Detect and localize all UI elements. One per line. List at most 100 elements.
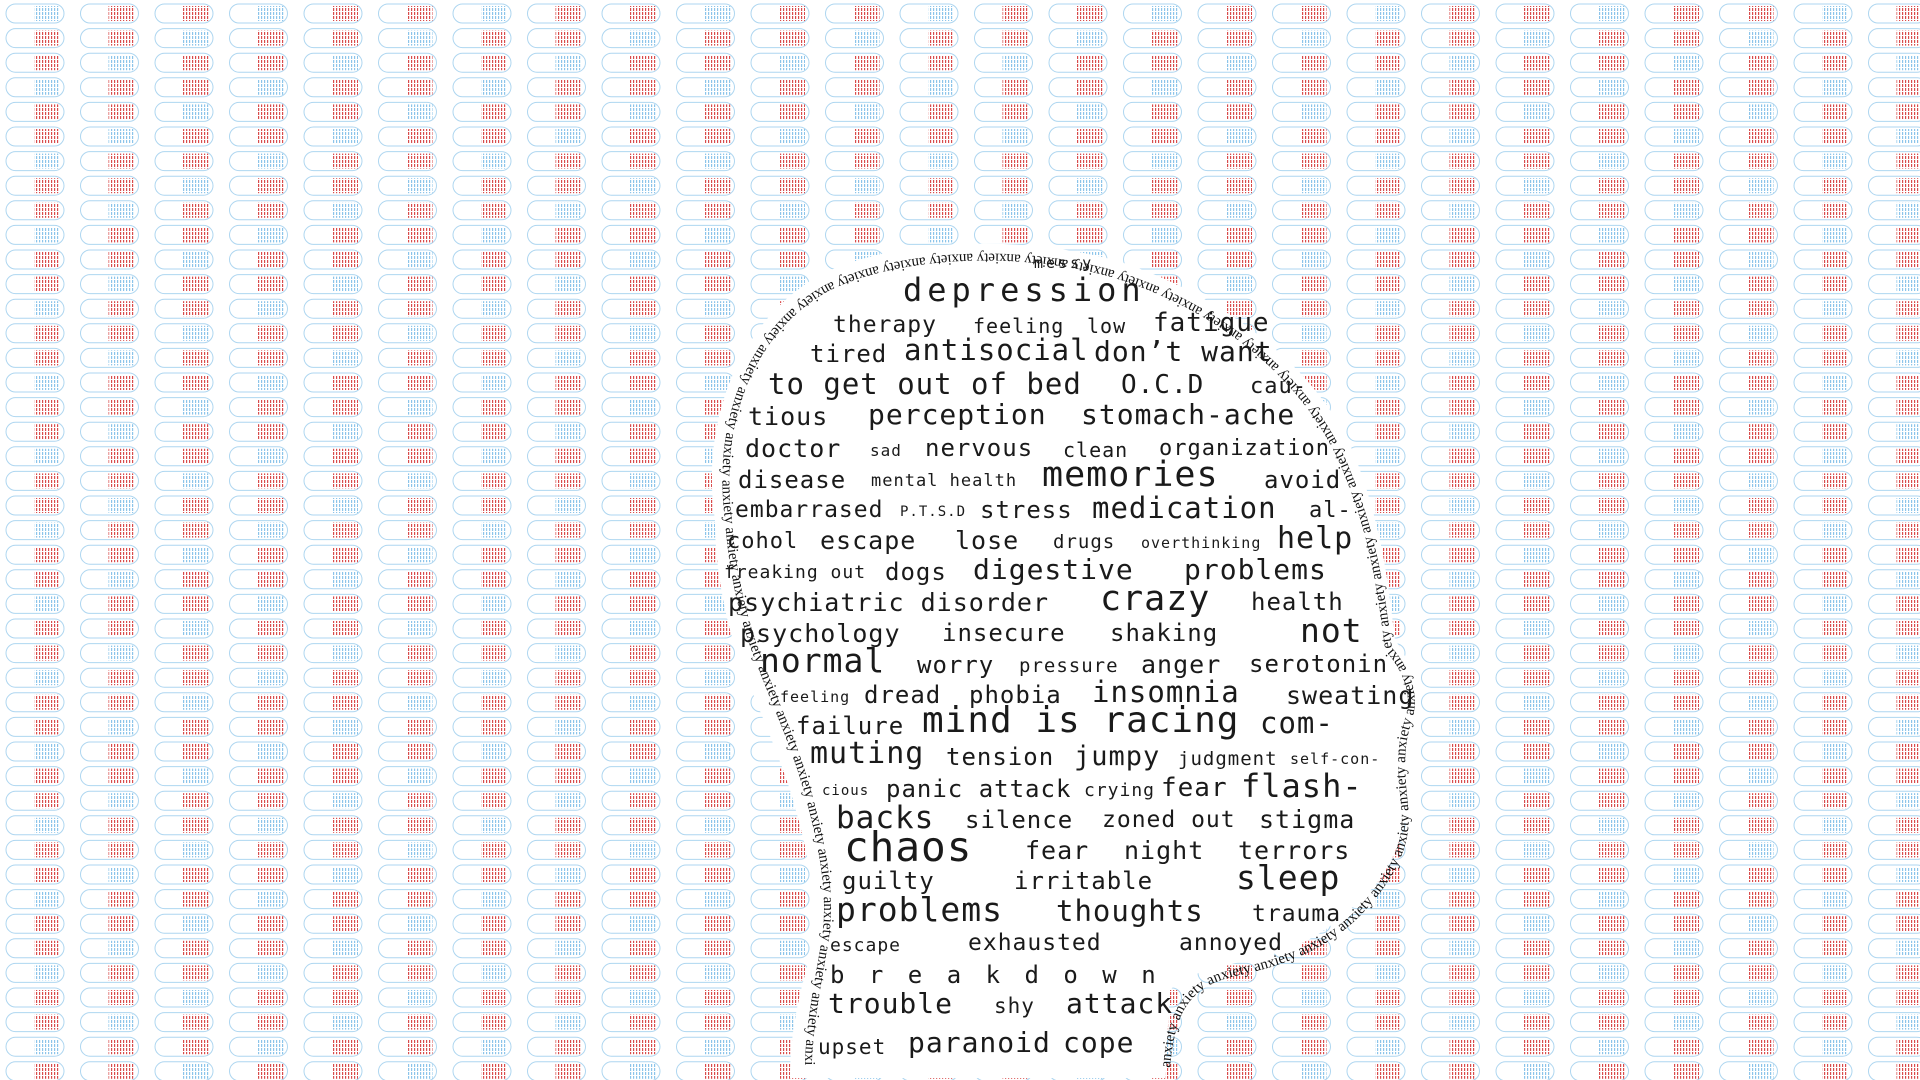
pill [80, 569, 139, 590]
pill [527, 446, 586, 467]
word-messy: messy [1034, 254, 1095, 272]
pill [974, 77, 1033, 98]
pill [676, 52, 735, 73]
pill [378, 790, 437, 811]
pill [527, 987, 586, 1008]
pill [676, 1036, 735, 1057]
pill [676, 3, 735, 24]
pill [452, 815, 512, 836]
pill [80, 200, 139, 221]
pill [601, 544, 661, 565]
pill [154, 741, 214, 762]
pill [1346, 347, 1406, 368]
pill [974, 126, 1033, 147]
pill [80, 77, 139, 98]
pill [5, 1061, 65, 1080]
pill [750, 224, 810, 245]
pill [154, 347, 214, 368]
pill [1197, 1012, 1257, 1033]
word-upset: upset [818, 1035, 887, 1059]
pill [80, 495, 139, 516]
word-feeling: feeling [780, 688, 851, 706]
pill [303, 126, 363, 147]
pill [154, 569, 214, 590]
pill [378, 470, 437, 491]
pill [378, 347, 437, 368]
pill [229, 1061, 288, 1080]
pill [1123, 224, 1182, 245]
pill [452, 692, 512, 713]
pill [80, 298, 139, 319]
pill [154, 716, 214, 737]
pill [229, 52, 288, 73]
pill [5, 372, 65, 393]
pill [601, 347, 661, 368]
pill [5, 1012, 65, 1033]
word-nervous: nervous [925, 434, 1034, 462]
pill [229, 101, 288, 122]
pill [1048, 101, 1108, 122]
pill [229, 28, 288, 49]
pill [5, 569, 65, 590]
pill [1197, 249, 1257, 270]
pill [5, 938, 65, 959]
pill [452, 52, 512, 73]
pill [527, 766, 586, 787]
pill [601, 790, 661, 811]
pill [750, 126, 810, 147]
pill [154, 175, 214, 196]
pill [899, 126, 959, 147]
pill [1272, 224, 1331, 245]
pill [154, 643, 214, 664]
word-flash: flash- [1241, 767, 1363, 805]
pill [750, 889, 810, 910]
pill [452, 1036, 512, 1057]
pill [378, 569, 437, 590]
word-dont-want: don’t want [1094, 335, 1273, 368]
pill [303, 151, 363, 172]
word-panic-attack: panic attack [886, 775, 1072, 803]
pill [1272, 77, 1331, 98]
word-ptsd: P.T.S.D [900, 504, 967, 520]
pill [899, 77, 959, 98]
word-exhausted: exhausted [968, 930, 1102, 956]
word-tension: tension [946, 743, 1055, 771]
pill [80, 28, 139, 49]
pill [452, 790, 512, 811]
pill [1048, 126, 1108, 147]
word-trouble: trouble [828, 987, 954, 1020]
pill [601, 101, 661, 122]
pill [303, 766, 363, 787]
pill [1272, 274, 1331, 295]
pill [1197, 126, 1257, 147]
pill [676, 913, 735, 934]
pill [1346, 274, 1406, 295]
pill [750, 864, 810, 885]
pill [527, 913, 586, 934]
pill [1346, 126, 1406, 147]
pill [5, 766, 65, 787]
pill [601, 643, 661, 664]
pill [527, 28, 586, 49]
pill [378, 1012, 437, 1033]
pill [229, 323, 288, 344]
pill [527, 3, 586, 24]
pill [154, 815, 214, 836]
pill [229, 815, 288, 836]
pill [303, 298, 363, 319]
pill [1123, 28, 1182, 49]
pill [80, 101, 139, 122]
pill [527, 421, 586, 442]
pill [154, 766, 214, 787]
word-crazy: crazy [1100, 579, 1211, 619]
pill [601, 200, 661, 221]
pill [1048, 151, 1108, 172]
pill [601, 889, 661, 910]
pill [1272, 52, 1331, 73]
word-mind-is-racing: mind is racing [922, 700, 1240, 741]
pill [1197, 224, 1257, 245]
word-paranoid: paranoid [908, 1026, 1051, 1059]
pill [1346, 224, 1406, 245]
pill [676, 323, 735, 344]
